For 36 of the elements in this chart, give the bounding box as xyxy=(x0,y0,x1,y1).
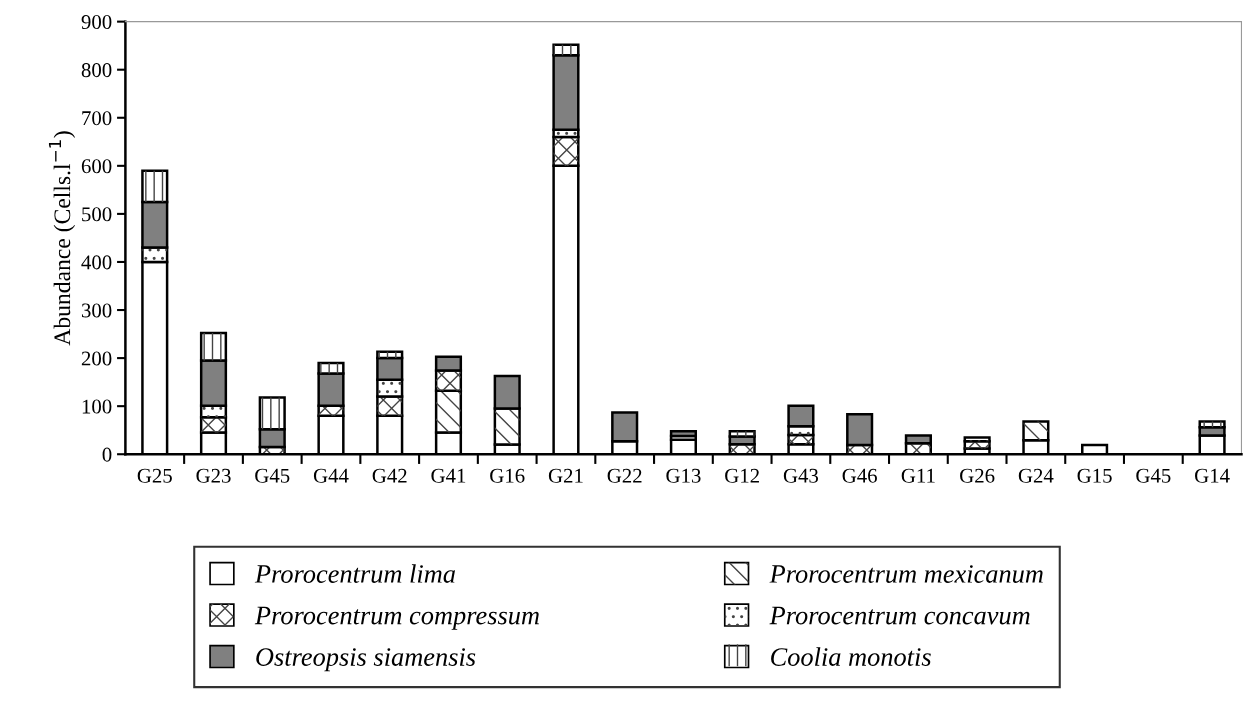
x-tick-label: G26 xyxy=(960,468,995,483)
legend-label: Ostreopsis siamensis xyxy=(256,648,476,672)
y-tick-label: 0 xyxy=(102,447,112,462)
y-tick-label: 700 xyxy=(82,111,112,126)
x-tick-label: G21 xyxy=(548,468,583,483)
x-tick-label: G22 xyxy=(607,468,642,483)
x-tick-label: G16 xyxy=(490,468,525,483)
x-tick-label: G42 xyxy=(372,468,407,483)
y-axis-title: Abundance (Cells.l$^{−1}$) xyxy=(48,131,76,346)
y-tick-label: 100 xyxy=(82,399,112,414)
x-tick-label: G14 xyxy=(1195,468,1230,483)
x-tick-label: G13 xyxy=(666,468,701,483)
legend-label: Coolia monotis xyxy=(771,647,931,666)
y-tick-label: 600 xyxy=(81,159,112,174)
x-tick-label: G45 xyxy=(255,468,290,483)
y-tick-label: 500 xyxy=(82,207,112,222)
x-tick-label: G41 xyxy=(431,468,466,483)
x-tick-label: G25 xyxy=(137,468,172,483)
y-tick-label: 400 xyxy=(81,255,112,270)
legend-label: Prorocentrum compressum xyxy=(254,606,539,630)
x-tick-label: G45 xyxy=(1136,468,1171,483)
x-tick-label: G46 xyxy=(842,468,877,483)
x-tick-label: G44 xyxy=(313,468,349,483)
x-tick-label: G11 xyxy=(901,468,935,483)
legend-label: Prorocentrum concavum xyxy=(769,606,1030,625)
y-tick-label: 300 xyxy=(81,303,112,318)
x-tick-label: G24 xyxy=(1018,468,1054,483)
legend-label: Prorocentrum mexicanum xyxy=(769,565,1043,583)
x-tick-label: G12 xyxy=(725,468,759,483)
y-tick-label: 200 xyxy=(81,351,112,366)
y-tick-label: 800 xyxy=(81,63,112,78)
y-tick-label: 900 xyxy=(81,15,112,30)
legend-label: Prorocentrum lima xyxy=(254,564,455,583)
x-tick-label: G43 xyxy=(783,468,819,483)
x-tick-label: G15 xyxy=(1077,468,1112,483)
x-tick-label: G23 xyxy=(196,468,231,483)
